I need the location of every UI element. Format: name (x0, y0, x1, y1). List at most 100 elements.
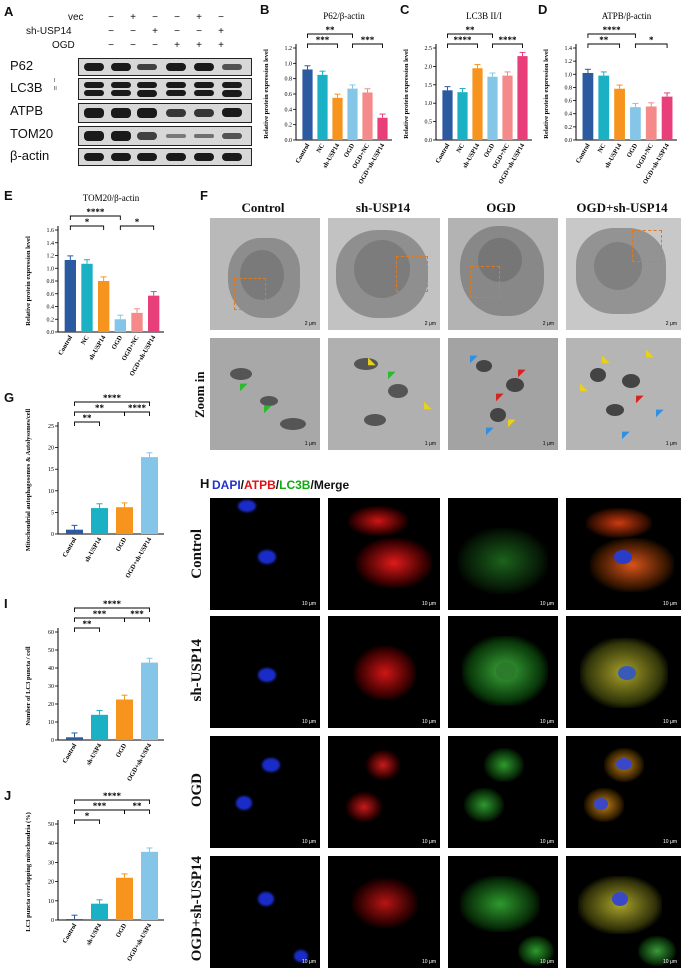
significance-label: ** (599, 35, 609, 45)
sign: − (108, 40, 114, 51)
y-tick-label: 10 (48, 489, 54, 495)
sign: + (152, 26, 158, 37)
y-axis-label: Number of LC3 puncta / cell (25, 646, 32, 725)
y-tick-label: 30 (48, 684, 54, 690)
blot-lc3b (78, 78, 252, 100)
condition-label-shusp14: sh-USP14 (26, 26, 72, 37)
if-image-merge: 10 μm (566, 736, 681, 848)
significance-bracket (307, 43, 338, 48)
significance-label: * (85, 811, 90, 821)
em-image-ogd-sh-usp14: 2 μm (566, 218, 681, 330)
significance-label: ** (326, 25, 336, 35)
y-tick-label: 40 (48, 666, 54, 672)
x-tick-label: NC (80, 334, 91, 346)
em-column-title: sh-USP14 (355, 200, 411, 215)
significance-label: *** (130, 609, 144, 619)
bar (377, 117, 388, 140)
x-tick-label: OGD+sh-USP14 (124, 536, 153, 580)
bar (645, 106, 657, 140)
bar (141, 457, 158, 534)
y-tick-label: 1.6 (47, 228, 55, 234)
y-tick-label: 0.8 (565, 85, 573, 91)
y-tick-label: 0.2 (47, 317, 55, 323)
condition-label-vec: vec (68, 12, 84, 23)
sign: + (130, 12, 136, 23)
y-tick-label: 0.8 (285, 77, 293, 83)
significance-bracket (119, 225, 155, 230)
bar (91, 903, 108, 920)
y-tick-label: 5 (51, 510, 54, 516)
sign: + (218, 26, 224, 37)
significance-bracket (587, 43, 621, 48)
y-tick-label: 0.6 (285, 92, 293, 98)
bar (457, 92, 468, 140)
panel-letter-j: J (4, 788, 12, 803)
protein-label-beta-actin: β-actin (10, 148, 50, 163)
bar (472, 68, 483, 140)
y-tick-label: 0.2 (565, 125, 573, 131)
em-zoom-control: ◤ ◤ 1 μm (210, 338, 320, 450)
sign: − (152, 40, 158, 51)
blot-beta-actin (78, 148, 252, 166)
y-tick-label: 2.5 (425, 46, 433, 52)
x-tick-label: sh-USP4 (85, 922, 103, 947)
sign: − (152, 12, 158, 23)
sign: − (130, 40, 136, 51)
em-column-title: Control (241, 200, 285, 215)
zoom-in-label: Zoom in (192, 371, 207, 419)
bar (131, 312, 143, 332)
if-image-atpb: 10 μm (328, 616, 440, 728)
x-tick-label: NC (597, 142, 608, 154)
if-image-atpb: 10 μm (328, 498, 440, 610)
blot-p62 (78, 58, 252, 76)
significance-label: **** (103, 599, 122, 609)
y-tick-label: 30 (48, 860, 54, 866)
bar (362, 92, 373, 140)
x-tick-label: Control (434, 142, 451, 164)
y-axis-label: Relative protein expression level (403, 49, 410, 139)
chart-lc3b: LC3B II/I Relative protein expression lev… (403, 11, 532, 185)
em-image-sh-usp14: 2 μm (328, 218, 440, 330)
bar (141, 851, 158, 920)
significance-label: **** (103, 791, 122, 801)
x-tick-label: OGD (343, 142, 357, 159)
panel-letter-f: F (200, 188, 208, 203)
significance-bracket (352, 43, 383, 48)
y-tick-label: 0 (51, 532, 54, 538)
significance-bracket (74, 819, 100, 824)
if-image-merge: 10 μm (566, 616, 681, 728)
sign: + (196, 40, 202, 51)
y-tick-label: 0.0 (47, 330, 55, 336)
if-title-sep: / (240, 478, 245, 492)
y-tick-label: 2.0 (425, 64, 433, 70)
y-tick-label: 1.0 (565, 72, 573, 78)
significance-label: **** (103, 393, 122, 403)
y-tick-label: 0.0 (285, 138, 293, 144)
significance-bracket (69, 215, 121, 220)
y-tick-label: 1.4 (565, 46, 573, 52)
sign: − (108, 12, 114, 23)
panel-letter-a: A (4, 4, 14, 19)
panel-letter-g: G (4, 390, 15, 405)
chart-title: TOM20/β-actin (83, 193, 140, 203)
if-title-sep: / (275, 478, 280, 492)
blot-atpb (78, 103, 252, 123)
if-title-merge: /Merge (310, 478, 350, 492)
x-tick-label: OGD (626, 142, 640, 159)
y-axis-label: Relative protein expression level (263, 49, 270, 139)
x-tick-label: NC (455, 142, 466, 154)
if-row-label-ogd: OGD (188, 772, 205, 808)
y-tick-label: 0.8 (47, 279, 55, 285)
significance-label: * (135, 217, 140, 227)
panel-letter-e: E (4, 188, 13, 203)
if-image-lc3b: 10 μm (448, 498, 558, 610)
if-image-dapi: 10 μm (210, 856, 320, 968)
bar (517, 56, 528, 140)
em-zoom-ogd-sh-usp14: ◣ ◣ ◣ ◤ ◤ ◤ 1 μm (566, 338, 681, 450)
y-tick-label: 0.0 (565, 138, 573, 144)
if-image-dapi: 10 μm (210, 736, 320, 848)
y-tick-label: 0.4 (285, 107, 293, 113)
significance-label: *** (361, 35, 375, 45)
if-image-lc3b: 10 μm (448, 856, 558, 968)
bar (148, 295, 160, 332)
